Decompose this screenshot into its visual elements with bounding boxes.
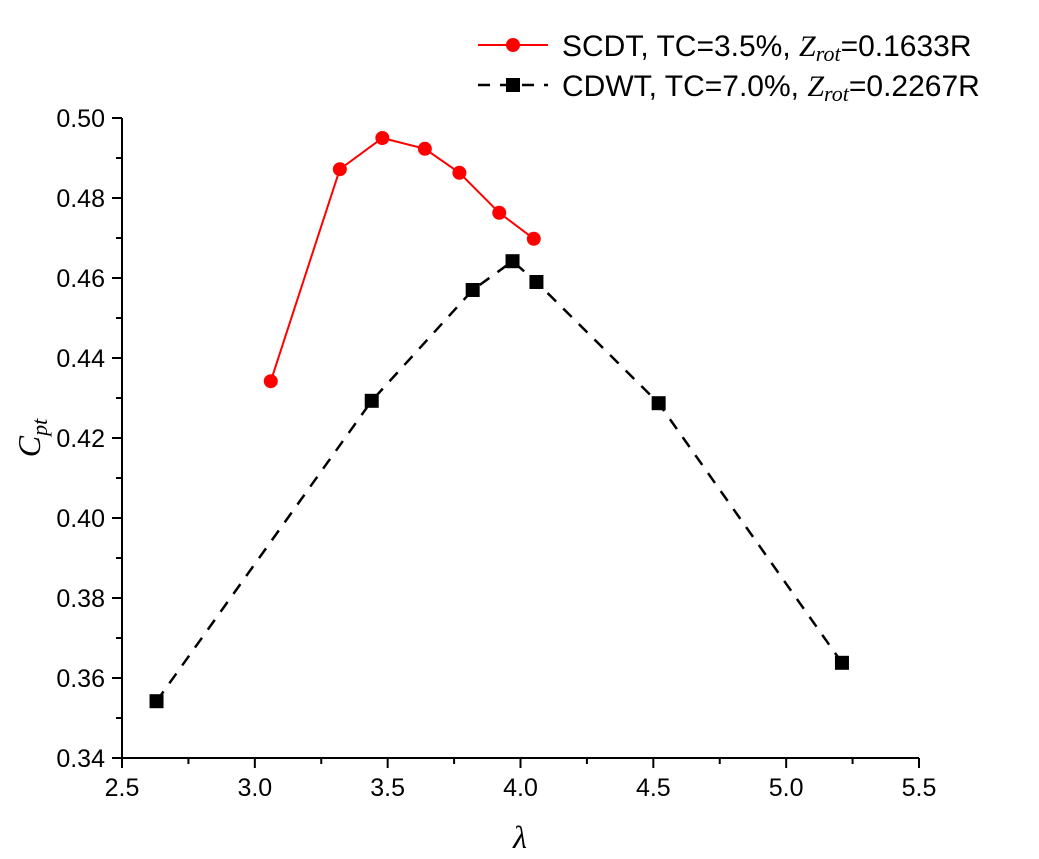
x-axis-title: λ — [512, 819, 527, 855]
y-tick-label: 0.50 — [56, 105, 105, 133]
legend-scdt-sub: rot — [816, 41, 842, 66]
y-tick-label: 0.34 — [56, 745, 105, 773]
x-tick-label: 5.0 — [769, 774, 804, 802]
legend-marker-cdwt — [506, 78, 520, 92]
y-tick-label: 0.42 — [56, 425, 105, 453]
ticks-group — [112, 117, 920, 768]
legend-cdwt-suffix: =0.2267R — [849, 70, 980, 103]
legend-cdwt-prefix: CDWT, TC=7.0%, — [562, 70, 807, 103]
y-tick-label: 0.46 — [56, 265, 105, 293]
data-point-scdt — [375, 131, 390, 145]
data-point-scdt — [417, 141, 432, 156]
legend-label-cdwt: CDWT, TC=7.0%, Zrot=0.2267R — [562, 70, 980, 106]
series-markers-group — [149, 131, 849, 709]
legend-cdwt-var: Z — [807, 70, 824, 103]
data-point-scdt — [332, 162, 347, 177]
data-point-scdt — [526, 231, 541, 246]
data-point-cdwt — [834, 655, 849, 670]
x-tick-label: 5.5 — [902, 774, 937, 802]
y-axis-title-main: C — [11, 435, 47, 457]
y-tick-label: 0.40 — [56, 505, 105, 533]
y-axis-title-sub: pt — [27, 418, 52, 438]
x-tick-label: 3.0 — [237, 774, 272, 802]
legend: SCDT, TC=3.5%, Zrot=0.1633R CDWT, TC=7.0… — [478, 30, 980, 106]
data-point-cdwt — [651, 396, 666, 411]
data-point-scdt — [452, 165, 467, 180]
data-point-cdwt — [465, 283, 480, 297]
x-tick-label: 4.0 — [503, 774, 538, 802]
x-tick-label: 2.5 — [105, 774, 140, 802]
y-tick-label: 0.44 — [56, 345, 105, 373]
x-tick-label: 4.5 — [636, 774, 671, 802]
legend-scdt-suffix: =0.1633R — [841, 30, 972, 63]
legend-cdwt-sub: rot — [824, 81, 850, 106]
data-point-scdt — [263, 374, 278, 389]
y-tick-label: 0.38 — [56, 585, 105, 613]
data-point-scdt — [492, 205, 507, 220]
y-tick-label: 0.36 — [56, 665, 105, 693]
legend-marker-scdt — [506, 38, 520, 52]
legend-label-scdt: SCDT, TC=3.5%, Zrot=0.1633R — [562, 30, 972, 66]
y-axis-title: Cpt — [11, 418, 52, 457]
legend-scdt-var: Z — [799, 30, 816, 63]
x-tick-label: 3.5 — [370, 774, 405, 802]
data-point-cdwt — [529, 275, 544, 289]
y-tick-label: 0.48 — [56, 185, 105, 213]
data-point-cdwt — [364, 393, 379, 408]
tick-labels-group: 2.5 3.0 3.5 4.0 4.5 5.0 5.5 0.34 0.36 0.38 0.40 0.4… — [56, 105, 936, 802]
data-point-cdwt — [149, 694, 164, 709]
legend-scdt-prefix: SCDT, TC=3.5%, — [562, 30, 799, 63]
data-point-cdwt — [505, 254, 520, 269]
y-axis-title-group: Cpt — [11, 418, 52, 457]
